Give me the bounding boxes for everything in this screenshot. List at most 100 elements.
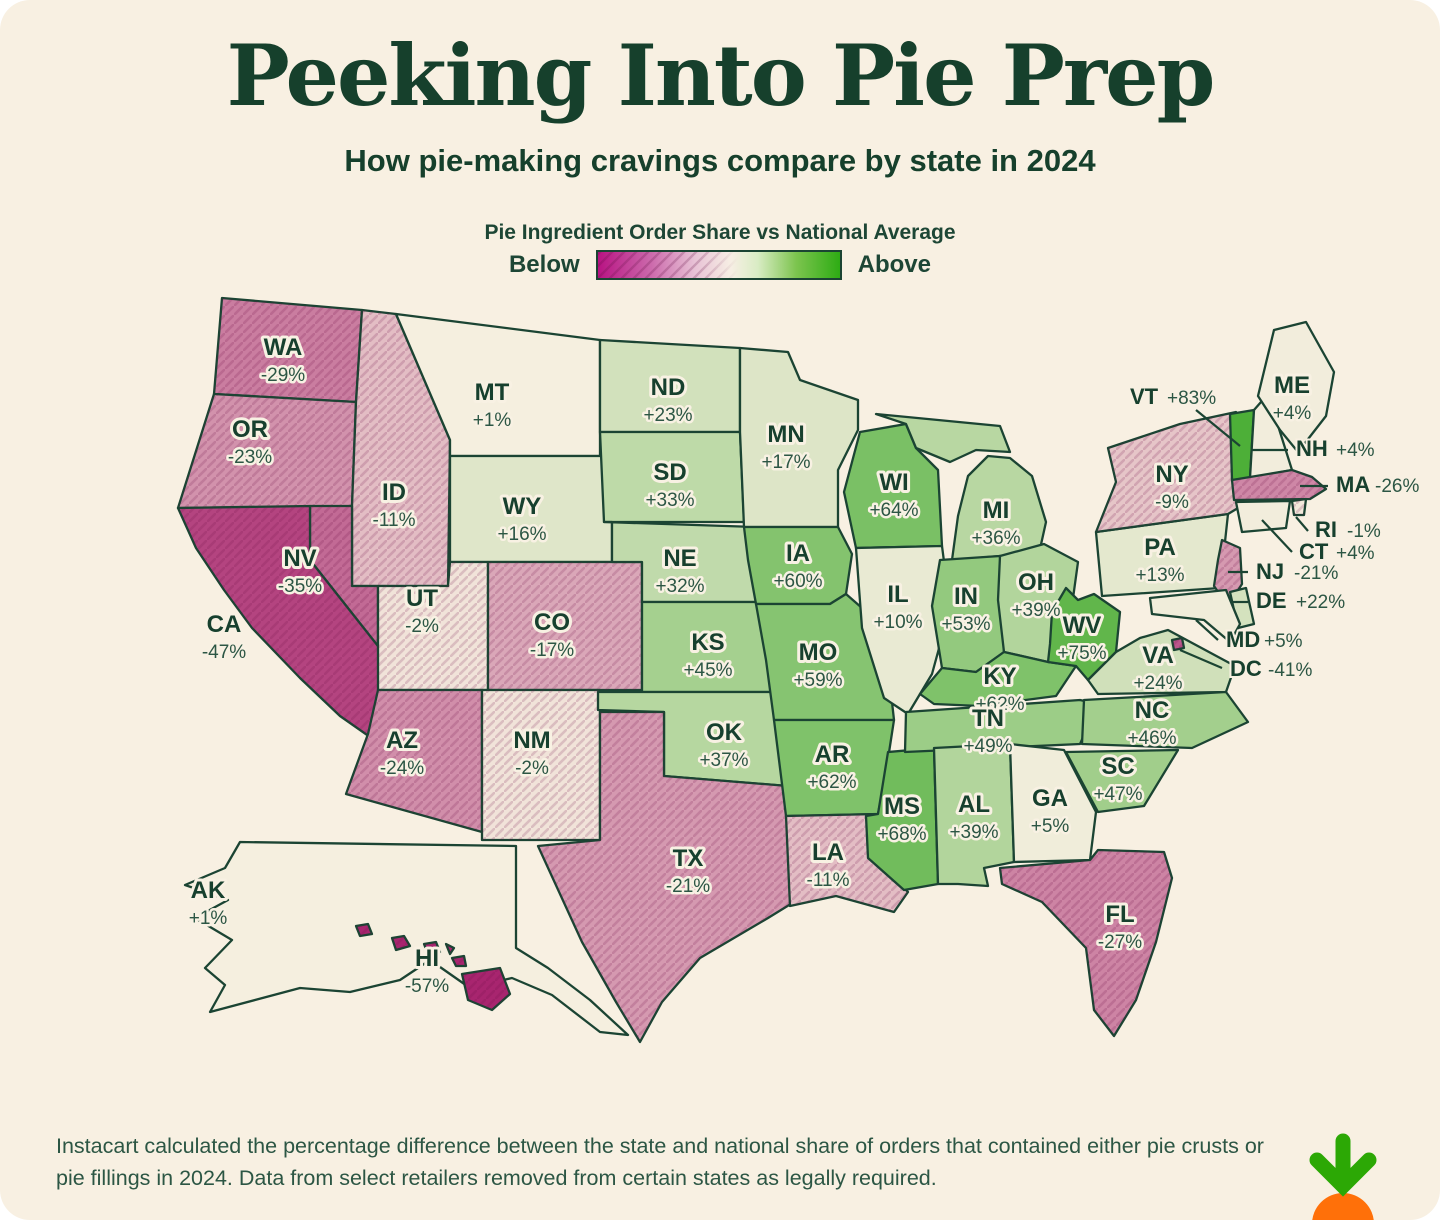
state-label-CT: CT — [1299, 539, 1329, 564]
state-label-MD: MD — [1226, 627, 1260, 652]
state-label-KY: KY — [983, 663, 1016, 690]
state-label-ID: ID — [382, 479, 406, 506]
state-value-DE: +22% — [1296, 592, 1345, 613]
state-value-WY: +16% — [497, 524, 546, 545]
carrot-leaf-arrow-icon — [1309, 1133, 1377, 1197]
state-label-ND: ND — [651, 374, 686, 401]
state-value-AZ: -24% — [380, 758, 424, 779]
state-value-WA: -29% — [261, 365, 305, 386]
leader-line-RI — [1295, 516, 1309, 532]
state-NM-hatch — [482, 690, 600, 840]
state-VA — [1086, 628, 1237, 696]
state-NV-hatch — [310, 506, 430, 712]
leader-line-CT — [1261, 519, 1293, 553]
state-value-MS: +68% — [877, 824, 926, 845]
state-MD — [1148, 588, 1242, 644]
state-label-MO: MO — [799, 639, 838, 666]
legend-gradient-bar — [595, 250, 842, 280]
state-value-WV: +75% — [1057, 643, 1106, 664]
state-value-AK: +1% — [189, 908, 228, 929]
state-value-OH: +39% — [1011, 600, 1060, 621]
state-MN — [738, 346, 860, 529]
state-HI-hatch — [452, 956, 466, 966]
state-label-AR: AR — [815, 741, 850, 768]
legend-below-label: Below — [508, 251, 580, 278]
state-label-ME: ME — [1274, 372, 1310, 399]
state-label-FL: FL — [1105, 901, 1134, 928]
state-label-RI: RI — [1315, 517, 1337, 542]
state-value-NM: -2% — [515, 758, 549, 779]
state-DC-hatch — [1172, 638, 1184, 650]
state-label-LA: LA — [812, 839, 844, 866]
state-value-WI: +64% — [869, 500, 918, 521]
state-value-CO: -17% — [530, 640, 574, 661]
state-label-NC: NC — [1135, 697, 1170, 724]
state-label-MI: MI — [983, 497, 1010, 524]
state-label-OK: OK — [706, 719, 743, 746]
state-label-NY: NY — [1155, 461, 1188, 488]
state-value-AL: +39% — [949, 822, 998, 843]
state-label-IA: IA — [786, 540, 810, 567]
state-value-RI: -1% — [1347, 521, 1381, 542]
carrot-body-icon — [1312, 1193, 1374, 1220]
state-value-SD: +33% — [645, 490, 694, 511]
state-value-KY: +62% — [975, 694, 1024, 715]
state-shapes — [176, 296, 1336, 1044]
state-label-AZ: AZ — [386, 727, 418, 754]
state-label-WV: WV — [1063, 612, 1102, 639]
state-value-FL: -27% — [1098, 932, 1142, 953]
state-label-SC: SC — [1101, 753, 1134, 780]
state-value-TX: -21% — [666, 876, 710, 897]
state-label-WI: WI — [879, 469, 908, 496]
state-label-OR: OR — [232, 416, 268, 443]
state-value-OR: -23% — [228, 447, 272, 468]
state-AZ-hatch — [346, 690, 482, 832]
state-label-TX: TX — [673, 845, 704, 872]
state-label-PA: PA — [1144, 534, 1176, 561]
state-value-UT: -2% — [405, 616, 439, 637]
state-value-KS: +45% — [683, 660, 732, 681]
state-NC — [1080, 690, 1250, 750]
state-value-ME: +4% — [1273, 403, 1312, 424]
state-value-SC: +47% — [1093, 784, 1142, 805]
state-value-MT: +1% — [473, 410, 512, 431]
state-label-TN: TN — [972, 705, 1004, 732]
state-value-CA: -47% — [202, 642, 246, 663]
state-CT — [1234, 499, 1292, 534]
state-label-GA: GA — [1032, 785, 1068, 812]
state-value-NE: +32% — [655, 576, 704, 597]
state-labels: WA -29% OR -23% ID -11% MT +1% WY +16% NV -35% CA -47… — [186, 331, 1421, 1000]
state-value-MN: +17% — [761, 452, 810, 473]
state-value-NV: -35% — [278, 576, 322, 597]
state-value-MI: +36% — [971, 528, 1020, 549]
state-value-MO: +59% — [793, 670, 842, 691]
state-label-HI: HI — [415, 945, 439, 972]
state-value-HI: -57% — [405, 976, 449, 997]
state-label-IL: IL — [887, 581, 908, 608]
state-GA — [1008, 742, 1098, 864]
page-title: Peeking Into Pie Prep — [226, 26, 1216, 125]
state-ID-hatch — [352, 310, 450, 586]
state-MI — [874, 412, 1012, 464]
state-UT-hatch — [378, 562, 488, 690]
state-value-NH: +4% — [1336, 440, 1375, 461]
state-HI-hatch — [392, 936, 410, 950]
state-HI-hatch — [424, 942, 440, 954]
instacart-carrot-logo — [1309, 1133, 1377, 1220]
state-label-DE: DE — [1256, 588, 1287, 613]
state-MA-hatch — [1232, 470, 1326, 500]
state-SC — [1064, 748, 1180, 814]
legend-title: Pie Ingredient Order Share vs National A… — [484, 221, 956, 244]
state-value-NC: +46% — [1127, 728, 1176, 749]
state-RI-hatch — [1292, 499, 1306, 515]
leader-lines — [1179, 409, 1328, 670]
state-value-DC: -41% — [1268, 660, 1312, 681]
state-value-CT: +4% — [1336, 543, 1375, 564]
state-label-DC: DC — [1230, 656, 1262, 681]
legend-above-label: Above — [857, 251, 932, 278]
state-label-NV: NV — [283, 545, 316, 572]
state-label-AK: AK — [191, 877, 226, 904]
state-value-OK: +37% — [699, 750, 748, 771]
